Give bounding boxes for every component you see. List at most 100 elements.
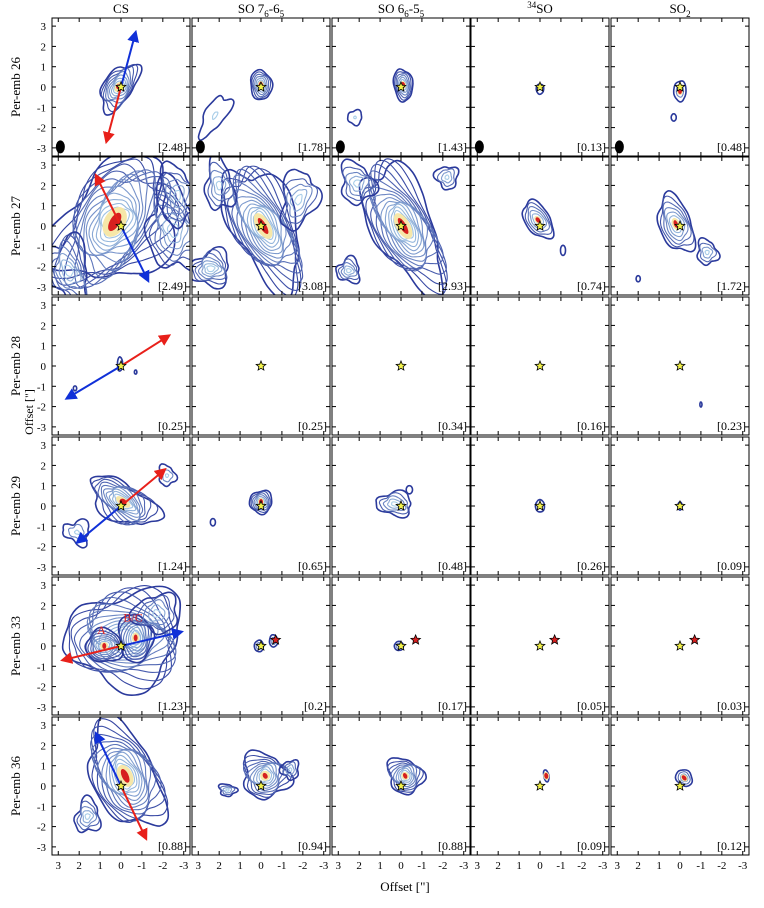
contour [72, 385, 78, 392]
beam-ellipse [55, 140, 65, 154]
contour [635, 274, 642, 283]
contour [112, 490, 137, 512]
column-title: SO2 [669, 1, 690, 19]
xtick-label: -3 [179, 860, 189, 872]
panel-1-4: [1.72] [610, 156, 750, 296]
panel-3-1: [0.65] [191, 436, 331, 576]
contour [699, 401, 703, 408]
ytick-label: 2 [41, 180, 47, 192]
panel-2-1: [0.25] [191, 296, 331, 436]
contour [387, 498, 404, 509]
xtick-label: -3 [319, 860, 329, 872]
contour [361, 158, 447, 295]
protostar-marker [255, 779, 267, 791]
ytick-label: 0 [41, 221, 47, 233]
contour [85, 178, 141, 256]
contour [256, 766, 275, 784]
contour [73, 794, 102, 834]
contour [60, 259, 78, 282]
contour [76, 800, 100, 831]
xtick-label: -3 [459, 860, 469, 872]
contour [254, 75, 268, 96]
ytick-label: 2 [41, 600, 47, 612]
title-base: SO [536, 1, 553, 16]
peak-core [133, 634, 138, 642]
contour [440, 170, 453, 184]
contour [394, 71, 412, 101]
contour [285, 764, 295, 775]
contour [169, 184, 185, 209]
ytick-label: -1 [37, 521, 46, 533]
contour [340, 262, 358, 278]
peak-intensity-label: [0.17] [438, 699, 467, 713]
peak-intensity-label: [0.25] [298, 419, 327, 433]
panel-1-1: [3.08] [191, 156, 331, 296]
contour [358, 159, 444, 295]
contour [348, 175, 365, 192]
xtick-label: -2 [298, 860, 307, 872]
xtick-label: -3 [738, 860, 748, 872]
contour [133, 369, 138, 375]
peak-intensity-label: [0.2] [304, 699, 327, 713]
ytick-label: -1 [37, 381, 46, 393]
emission [386, 757, 427, 796]
contour [203, 263, 219, 275]
contour [102, 65, 135, 108]
xtick-label: -3 [598, 860, 608, 872]
ytick-label: 0 [41, 501, 47, 513]
contour [432, 166, 460, 191]
contour [251, 71, 272, 99]
contour [250, 490, 271, 513]
contour [699, 242, 717, 263]
contour [337, 258, 360, 281]
panel-1-0: [2.49] [51, 156, 191, 296]
contour [100, 63, 139, 113]
beam-ellipse [474, 140, 484, 154]
title-base: SO 6 [378, 1, 405, 16]
emission [217, 749, 300, 801]
ytick-label: 1 [41, 481, 47, 493]
contour [212, 111, 219, 120]
contour [370, 163, 447, 275]
ytick-label: -1 [37, 661, 46, 673]
contour [221, 167, 299, 295]
contour [535, 83, 545, 96]
xtick-label: 0 [537, 860, 543, 872]
contour [249, 68, 274, 101]
contour [95, 639, 113, 654]
panel-3-4: [0.09] [610, 436, 750, 576]
contour [668, 215, 683, 234]
ytick-label: -2 [37, 682, 46, 694]
ytick-label: 3 [41, 720, 47, 732]
xtick-label: 1 [377, 860, 383, 872]
contour [398, 767, 413, 783]
panel-2-0: [0.25] [51, 296, 191, 436]
protostar-marker [395, 639, 407, 651]
panel-2-4: [0.23] [610, 296, 750, 436]
contour [222, 786, 233, 794]
contour [367, 178, 440, 270]
protostar-marker [255, 499, 267, 511]
protostar-marker [674, 80, 686, 92]
contour [192, 245, 229, 290]
contour [93, 637, 116, 656]
ytick-label: 0 [41, 361, 47, 373]
ytick-label: 0 [41, 781, 47, 793]
contour [663, 207, 689, 242]
title-subscript: 6 [404, 9, 409, 19]
contour [108, 751, 143, 797]
contour [232, 188, 292, 263]
contour [223, 165, 302, 291]
contour [93, 743, 152, 811]
row-label: Per-emb 27 [8, 195, 23, 256]
contour [342, 166, 375, 202]
contour [393, 209, 414, 240]
ytick-label: 3 [41, 440, 47, 452]
contour [82, 173, 144, 263]
contour [72, 170, 172, 289]
contour [95, 199, 137, 247]
contour [165, 178, 190, 215]
protostar-marker [534, 499, 546, 511]
emission [192, 157, 323, 295]
companion-star-marker [269, 633, 282, 645]
